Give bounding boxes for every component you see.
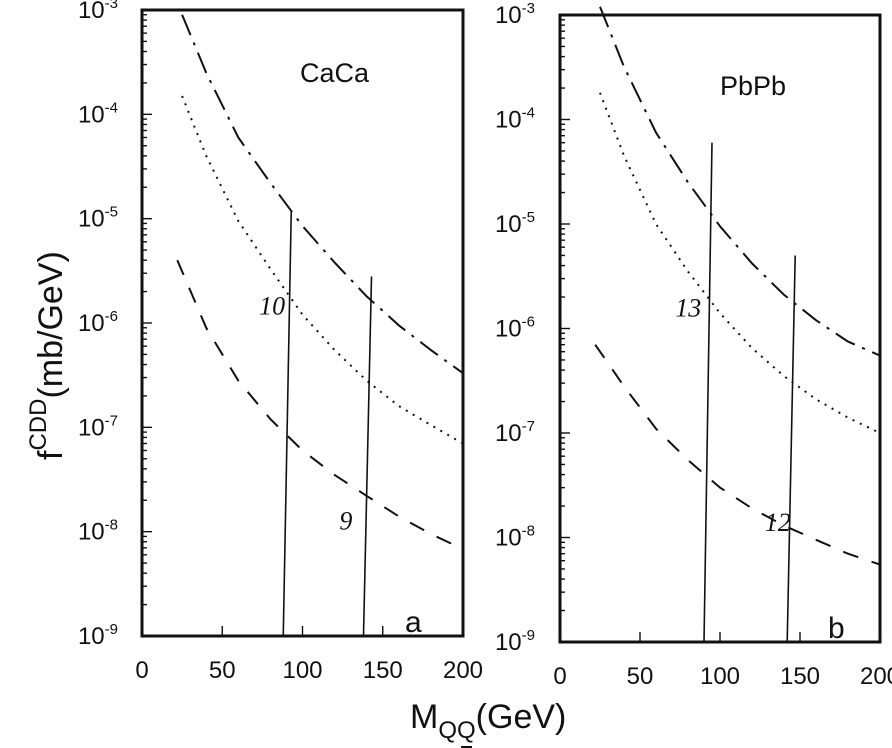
mass-label: 12 [765, 508, 791, 537]
plot-frame [140, 8, 465, 638]
series-line-dotted [599, 92, 881, 434]
plot-frame [558, 13, 882, 644]
y-tick-label: 10-9 [495, 627, 535, 656]
mass-line [362, 276, 373, 637]
panel-title: PbPb [720, 71, 786, 101]
y-tick-label: 10-3 [495, 0, 535, 29]
y-tick-label: 10-4 [495, 105, 535, 134]
series-line-dotted [181, 95, 464, 445]
mass-label: 13 [675, 294, 701, 323]
series-line-dashed [176, 259, 464, 551]
x-tick-label: 150 [780, 663, 820, 690]
x-tick-label: 200 [443, 657, 483, 684]
y-tick-label: 10-8 [495, 523, 535, 552]
series-line-dash-dot [181, 14, 464, 375]
mass-label: 10 [259, 292, 285, 321]
x-axis-label: MQQ(GeV) [410, 698, 566, 748]
panel-letter: b [828, 612, 845, 645]
x-tick-label: 0 [553, 663, 566, 690]
y-tick-label: 10-5 [495, 209, 535, 238]
y-tick-label: 10-8 [78, 517, 118, 546]
y-tick-label: 10-7 [78, 412, 118, 441]
x-tick-label: 50 [627, 663, 654, 690]
panel-title: CaCa [300, 58, 370, 88]
series-line-dashed [594, 344, 881, 566]
mass-line [786, 255, 796, 643]
x-tick-label: 200 [860, 663, 892, 690]
mass-line [703, 142, 713, 643]
mass-label: 9 [339, 506, 352, 535]
x-tick-label: 150 [363, 657, 403, 684]
x-tick-label: 0 [135, 657, 148, 684]
x-tick-label: 100 [700, 663, 740, 690]
y-tick-label: 10-7 [495, 418, 535, 447]
y-tick-label: 10-3 [78, 0, 118, 24]
panel-letter: a [405, 606, 422, 639]
panel-caca: 10-3 10-4 10-5 10-6 10-7 10-8 10-9 0 50 100 150 200… [78, 0, 483, 684]
y-tick-label: 10-9 [78, 621, 118, 650]
x-tick-label: 50 [209, 657, 236, 684]
panel-pbpb: 10-3 10-4 10-5 10-6 10-7 10-8 10-9 0 50 100 150 200… [495, 0, 892, 690]
y-tick-label: 10-4 [78, 99, 118, 128]
svg-text:MQQ(GeV): MQQ(GeV) [410, 698, 566, 744]
x-tick-label: 100 [282, 657, 322, 684]
y-tick-label: 10-6 [495, 314, 535, 343]
y-tick-label: 10-6 [78, 308, 118, 337]
svg-text:fCDD(mb/GeV): fCDD(mb/GeV) [25, 251, 70, 460]
mass-line [282, 210, 293, 637]
series-line-dash-dot [599, 6, 881, 357]
y-axis-label: fCDD(mb/GeV) [25, 251, 70, 460]
y-tick-label: 10-5 [78, 204, 118, 233]
